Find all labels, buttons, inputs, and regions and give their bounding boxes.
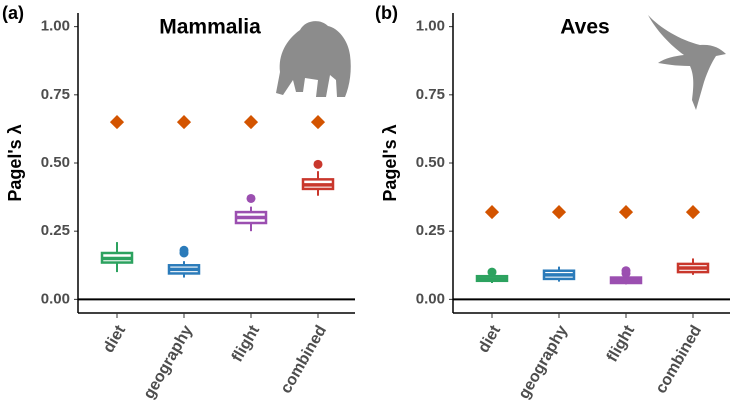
y-tick-label: 0.50 — [41, 154, 70, 171]
x-tick-label: diet — [475, 322, 504, 356]
y-tick-label: 0.25 — [41, 222, 70, 239]
chart-title: Mammalia — [159, 16, 261, 39]
bird-silhouette — [648, 15, 726, 110]
diamond-point — [685, 205, 701, 220]
outlier — [246, 193, 256, 203]
x-tick-label: flight — [604, 322, 639, 365]
y-tick-label: 1.00 — [416, 18, 445, 35]
x-tick-label: flight — [229, 322, 264, 365]
x-tick-label: combined — [278, 323, 331, 397]
diamond-point — [551, 205, 567, 220]
outlier — [621, 266, 631, 276]
y-tick-label: 0.00 — [416, 290, 445, 307]
y-axis-label: Pagel's λ — [5, 124, 25, 201]
y-tick-label: 0.00 — [41, 290, 70, 307]
chart-title: Aves — [560, 16, 609, 39]
gorilla-silhouette — [276, 21, 351, 97]
x-tick-label: geography — [515, 323, 571, 402]
outlier — [179, 245, 189, 255]
y-tick-label: 0.50 — [416, 154, 445, 171]
y-tick-label: 0.75 — [41, 86, 70, 103]
y-axis-label: Pagel's λ — [380, 124, 400, 201]
outlier — [313, 159, 323, 169]
panel-label: (b) — [375, 3, 398, 23]
diamond-point — [484, 205, 500, 220]
y-tick-label: 1.00 — [41, 18, 70, 35]
panel-label: (a) — [2, 3, 24, 23]
x-tick-label: combined — [653, 323, 706, 397]
x-tick-label: geography — [140, 323, 196, 402]
outlier — [487, 267, 497, 277]
y-tick-label: 0.25 — [416, 222, 445, 239]
diamond-point — [243, 115, 259, 130]
diamond-point — [310, 115, 326, 130]
diamond-point — [618, 205, 634, 220]
diamond-point — [109, 115, 125, 130]
y-tick-label: 0.75 — [416, 86, 445, 103]
diamond-point — [176, 115, 192, 130]
x-tick-label: diet — [100, 322, 129, 356]
